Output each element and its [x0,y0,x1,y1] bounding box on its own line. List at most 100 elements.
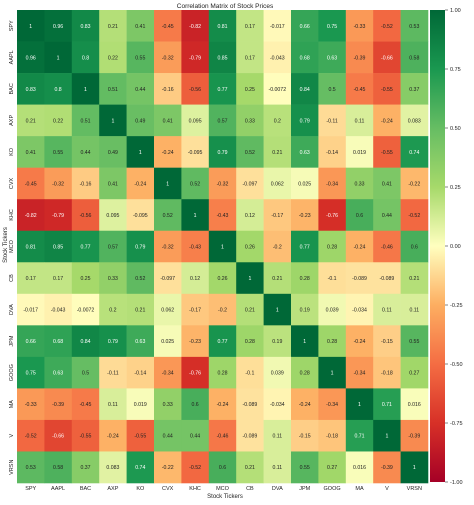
cell-value-label: 0.19 [300,308,310,314]
heatmap-cell [44,104,73,137]
cell-value-label: -0.0072 [77,308,95,314]
heatmap-cell [373,388,401,421]
cell-value-label: 0.66 [26,339,36,345]
cell-value-label: -0.33 [354,24,366,30]
cell-value-label: -0.24 [381,118,393,124]
heatmap-cell [44,293,73,326]
heatmap-cell [291,419,319,452]
cell-value-label: 0.21 [272,150,282,156]
cell-value-label: -0.089 [352,276,367,282]
heatmap-cell [400,73,429,105]
cell-value-label: 0.095 [189,118,202,124]
heatmap-cell [373,167,401,200]
cell-value-label: -0.32 [52,181,64,187]
cell-value-label: -0.034 [270,402,285,408]
cell-value-label: 0.27 [409,371,419,377]
cell-value-label: -0.39 [354,55,366,61]
cell-value-label: -0.089 [380,276,395,282]
heatmap-cell [17,419,45,452]
cell-value-label: -0.15 [381,339,393,345]
cell-value-label: 0.2 [274,118,281,124]
heatmap-cell [263,136,292,168]
heatmap-cell [373,293,401,326]
x-tick-label: CVX [162,486,174,492]
heatmap-cell [400,199,429,232]
heatmap-cell [126,293,155,326]
cell-value-label: 0.44 [382,213,392,219]
cell-value-label: -0.32 [162,245,174,251]
heatmap-cell [263,262,292,295]
cell-value-label: -0.043 [51,308,66,314]
heatmap-cell [318,230,347,263]
heatmap-cell [71,10,100,42]
x-tick-label: VRSN [407,486,422,492]
cell-value-label: 0.74 [135,465,145,471]
heatmap-cell [17,293,45,326]
heatmap-cell [99,41,127,74]
heatmap-cell [208,136,237,168]
heatmap-cell [181,104,210,137]
heatmap-cell [208,419,237,452]
cell-value-label: 0.49 [135,118,145,124]
cell-value-label: -0.46 [381,245,393,251]
cell-value-label: 1 [111,118,114,124]
y-tick-labels: SPY AAPL BAC AXP KO CVX KHC MCO CB DVA JPM GOOG MA V V… [9,20,15,475]
cell-value-label: 0.84 [80,339,90,345]
heatmap-cell [44,41,73,74]
cell-value-label: 1 [276,308,279,314]
cell-value-label: 0.52 [135,276,145,282]
heatmap-cell [181,230,210,263]
cell-value-label: 0.41 [108,181,118,187]
heatmap-cell [400,388,429,421]
cell-value-label: -0.22 [408,181,420,187]
cell-value-label: -0.76 [189,371,201,377]
cell-value-label: 0.41 [26,150,36,156]
cell-value-label: 0.58 [53,465,63,471]
cell-value-label: 0.6 [219,465,226,471]
cell-value-label: -0.66 [52,434,64,440]
cell-value-label: 0.26 [245,245,255,251]
heatmap-cell [345,262,374,295]
heatmap-cell [373,199,401,232]
heatmap-cell [400,419,429,452]
heatmap-cell [71,136,100,168]
heatmap-cell [291,104,319,137]
cell-value-label: 1 [413,465,416,471]
heatmap-cell [99,388,127,421]
cell-value-label: 1 [166,181,169,187]
heatmap-cell [181,293,210,326]
heatmap-cell [181,41,210,74]
cell-value-label: 0.26 [217,276,227,282]
heatmap-cell [17,104,45,137]
heatmap-cell [373,262,401,295]
cell-value-label: 0.71 [382,402,392,408]
cell-value-label: 1 [194,213,197,219]
heatmap-cell [99,325,127,358]
cell-value-label: 0.083 [408,118,421,124]
cell-value-label: -0.56 [189,87,201,93]
colorbar-tick-label: 0.00 [450,244,461,250]
heatmap-cell [181,262,210,295]
heatmap-cell [99,262,127,295]
heatmap-cell [318,419,347,452]
heatmap-cell [17,73,45,105]
heatmap-cell [373,356,401,389]
heatmap-cell [71,104,100,137]
cell-value-label: 0.019 [353,150,366,156]
heatmap-cell [126,104,155,137]
heatmap-cell [208,167,237,200]
heatmap-cell [17,199,45,232]
heatmap-cell [99,167,127,200]
heatmap-cell [126,10,155,42]
heatmap-cell [263,10,292,42]
heatmap-cell [126,262,155,295]
cell-value-label: 0.63 [327,55,337,61]
heatmap-cell [400,167,429,200]
cell-value-label: 0.5 [328,87,335,93]
cell-value-label: 0.41 [382,181,392,187]
cell-value-label: -0.45 [25,181,37,187]
heatmap-cell [99,451,127,484]
heatmap-cell [345,388,374,421]
cell-value-label: 0.44 [190,434,200,440]
cell-value-label: -0.24 [354,339,366,345]
